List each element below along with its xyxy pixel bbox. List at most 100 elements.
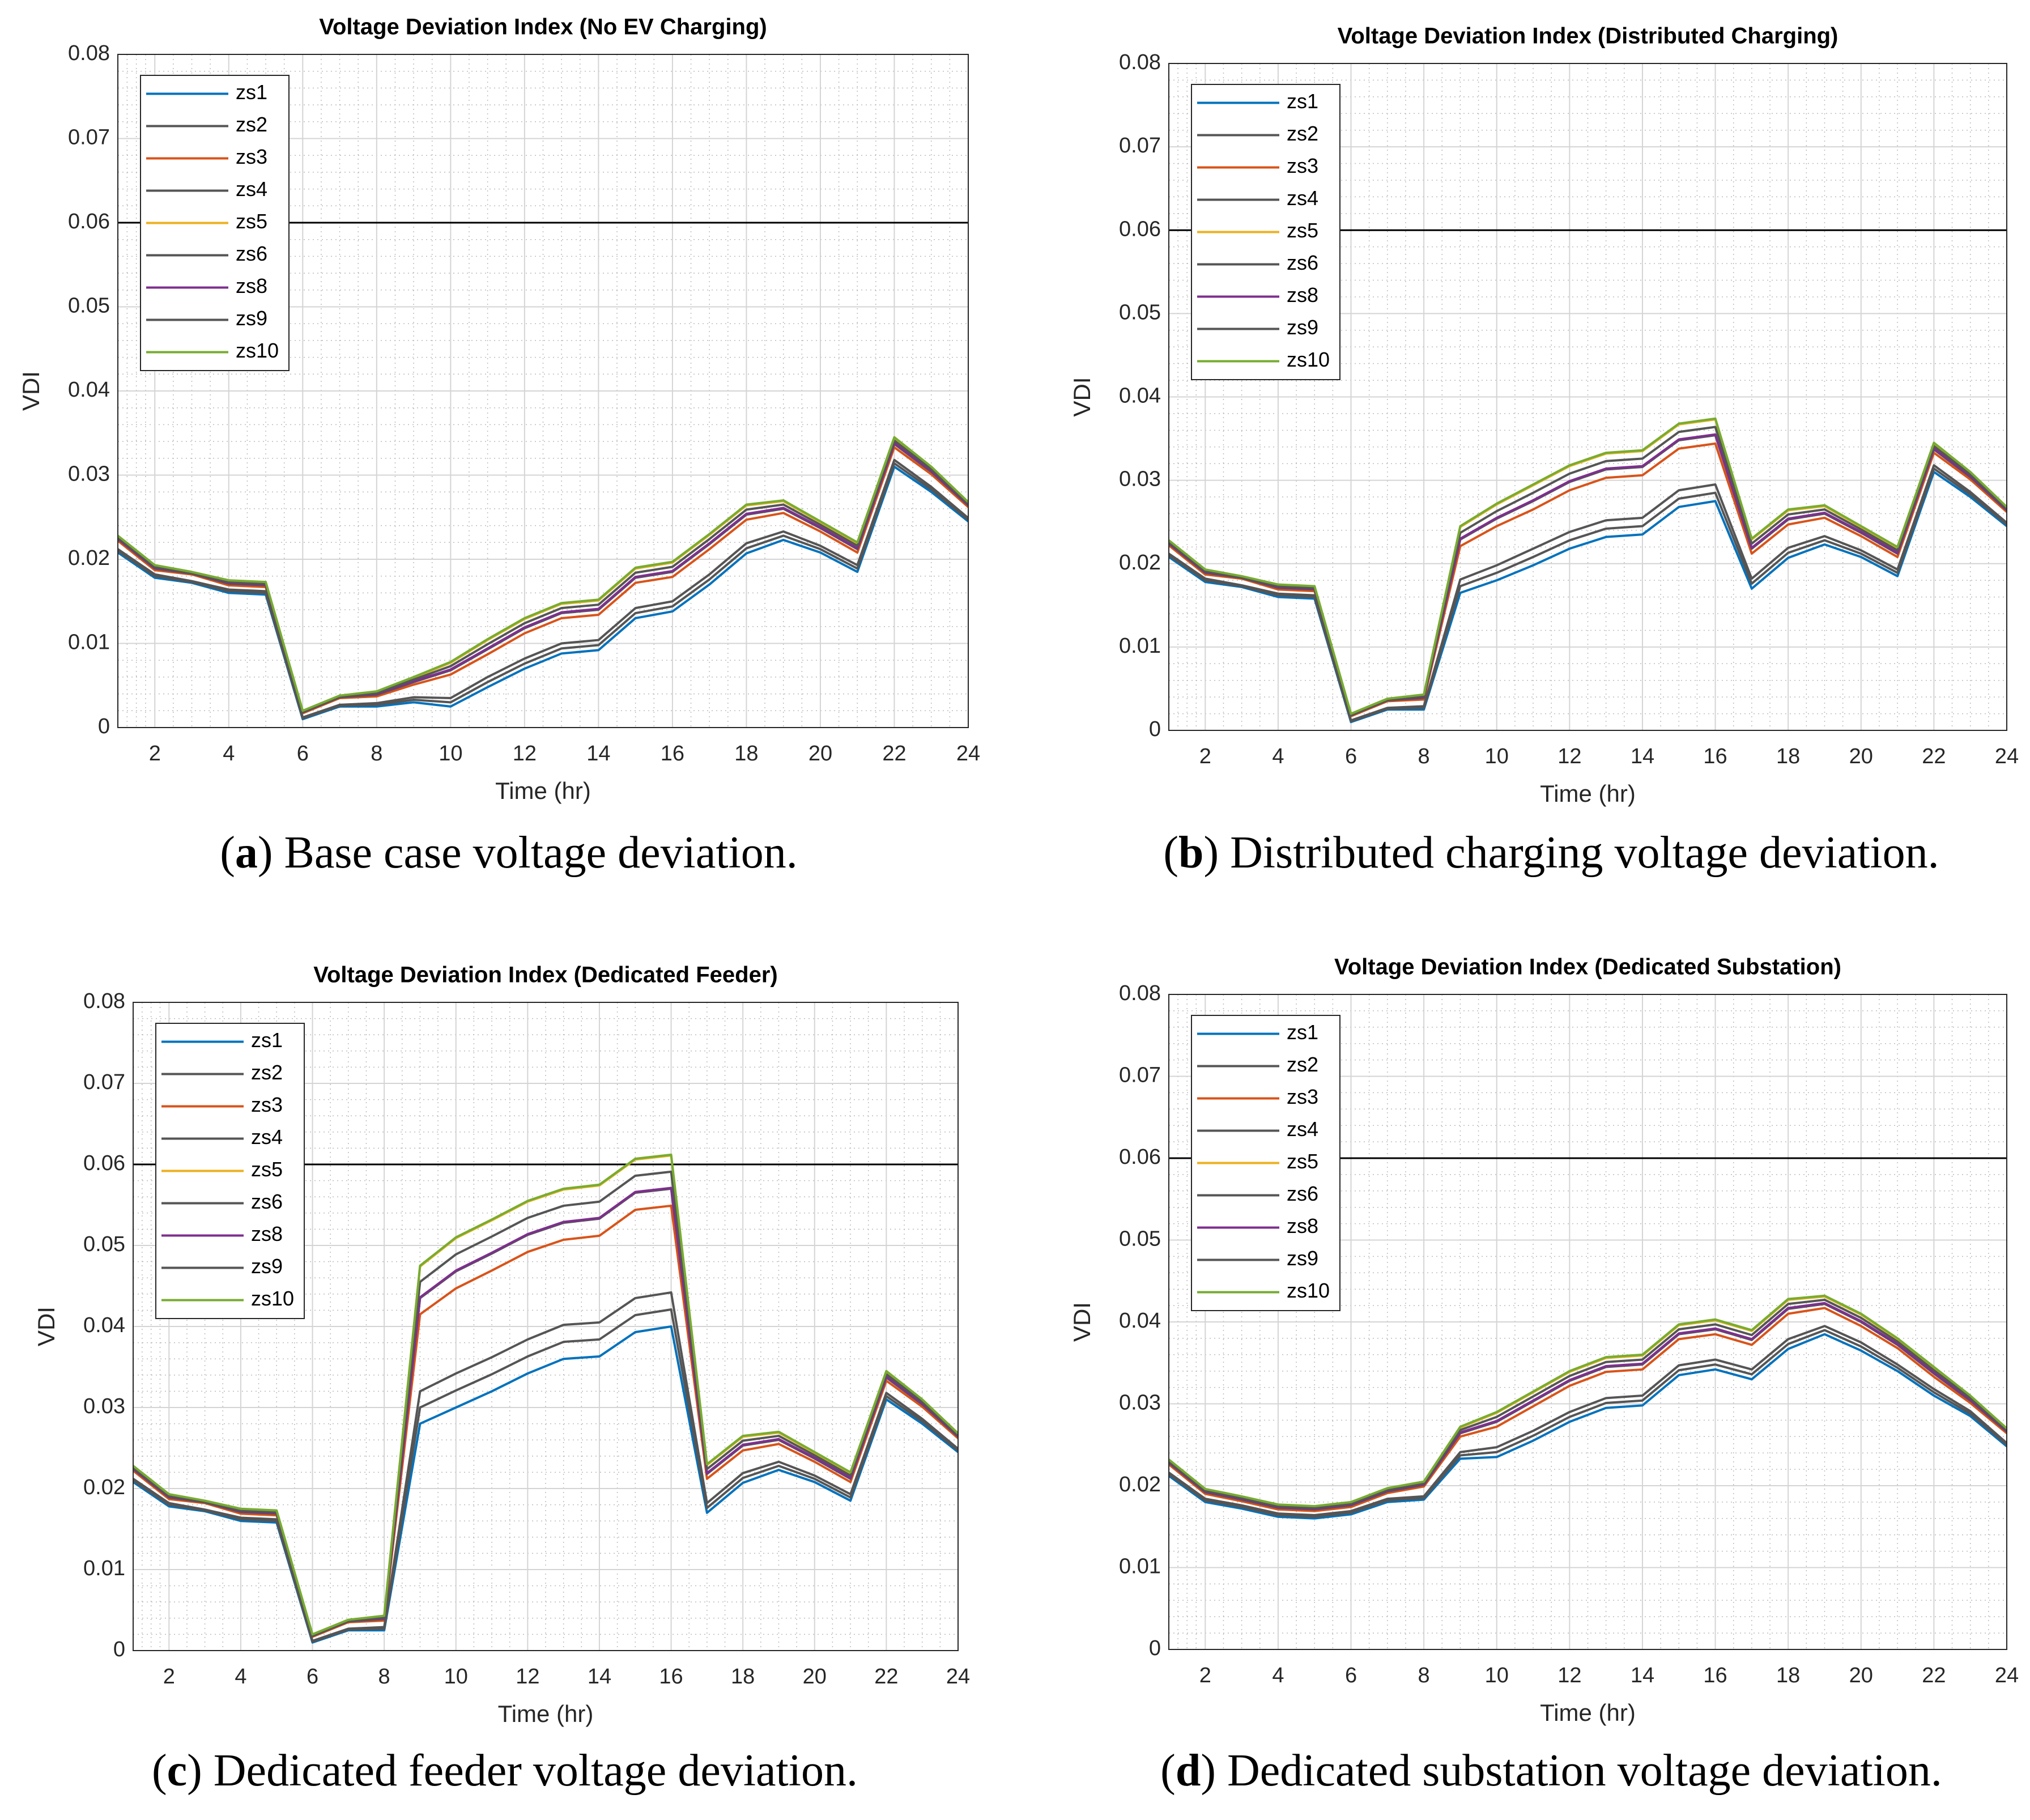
caption-part: c [167, 1746, 188, 1796]
y-tick-label: 0.01 [1119, 1555, 1161, 1579]
series-line [132, 1325, 959, 1644]
series-line [117, 436, 969, 712]
series-line [1168, 1325, 2008, 1517]
x-tick-label: 16 [659, 1665, 683, 1689]
legend-label: zs1 [251, 1028, 283, 1052]
y-tick-label: 0.06 [1119, 217, 1161, 241]
legend-label: zs1 [236, 80, 267, 104]
x-tick-label: 10 [439, 742, 462, 766]
y-tick-label: 0.06 [68, 210, 110, 233]
y-tick-label: 0.02 [1119, 551, 1161, 575]
legend-label: zs9 [1287, 316, 1318, 339]
y-tick-label: 0.04 [1119, 1309, 1161, 1333]
series-line [117, 465, 969, 721]
legend-label: zs4 [1287, 186, 1318, 210]
caption-part: b [1178, 828, 1204, 878]
series-line [132, 1308, 959, 1643]
series-line [1168, 426, 2008, 716]
y-tick-label: 0.01 [68, 631, 110, 654]
x-tick-label: 12 [1557, 745, 1581, 768]
caption-part: ) Distributed charging voltage deviation… [1203, 828, 1939, 878]
y-tick-label: 0.05 [1119, 1227, 1161, 1251]
y-tick-label: 0.02 [68, 546, 110, 570]
caption-part: ) Dedicated substation voltage deviation… [1201, 1746, 1942, 1796]
legend-label: zs4 [236, 177, 267, 201]
legend-label: zs8 [1287, 283, 1318, 307]
x-axis-label: Time (hr) [1540, 1699, 1636, 1726]
x-tick-label: 12 [513, 742, 537, 766]
legend-label: zs2 [251, 1061, 283, 1084]
y-tick-label: 0.04 [68, 378, 110, 402]
legend-label: zs10 [1287, 348, 1330, 371]
y-tick-label: 0.02 [83, 1475, 125, 1499]
legend-label: zs9 [1287, 1247, 1318, 1270]
legend-label: zs9 [236, 307, 267, 330]
series-line [132, 1204, 959, 1638]
x-axis-label: Time (hr) [495, 777, 591, 804]
legend-label: zs8 [236, 274, 267, 297]
y-tick-label: 0 [1149, 717, 1161, 741]
legend-label: zs1 [1287, 1020, 1318, 1044]
chart-title: Voltage Deviation Index (No EV Charging) [319, 15, 767, 40]
x-tick-label: 2 [1199, 745, 1211, 768]
series-line [117, 439, 969, 713]
y-axis-label: VDI [33, 1307, 59, 1346]
chart-panel: 00.010.020.030.040.050.060.070.082 4 6 8 10 1… [1069, 955, 2019, 1796]
x-tick-label: 6 [1345, 1664, 1357, 1687]
legend-label: zs6 [1287, 251, 1318, 274]
x-tick-label: 4 [1272, 1664, 1284, 1687]
x-tick-label: 18 [734, 742, 758, 766]
x-tick-label: 12 [1557, 1664, 1581, 1687]
y-tick-label: 0.07 [1119, 134, 1161, 158]
x-tick-label: 10 [1485, 1664, 1509, 1687]
x-tick-label: 24 [946, 1665, 970, 1689]
legend: zs1 zs2 zs3 zs4 zs5 zs6 zs8 zs9 zs10 [155, 1023, 305, 1319]
caption: (c) Dedicated feeder voltage deviation. [152, 1746, 858, 1796]
series-line [132, 1170, 959, 1636]
caption-part: ( [1163, 828, 1178, 878]
x-tick-label: 8 [1418, 1664, 1430, 1687]
x-tick-label: 4 [235, 1665, 246, 1689]
series-line [132, 1153, 959, 1636]
series-line [1168, 1333, 2008, 1520]
plot-frame [1168, 63, 2007, 731]
legend: zs1 zs2 zs3 zs4 zs5 zs6 zs8 zs9 zs10 [1191, 84, 1340, 380]
legend-label: zs5 [1287, 1150, 1318, 1173]
y-tick-label: 0.03 [1119, 1391, 1161, 1415]
x-axis-label: Time (hr) [498, 1700, 594, 1727]
y-tick-label: 0.04 [83, 1313, 125, 1337]
caption-part: ( [1160, 1746, 1176, 1796]
caption-part: d [1176, 1746, 1201, 1796]
caption: (a) Base case voltage deviation. [220, 828, 798, 878]
legend-label: zs10 [251, 1287, 294, 1310]
legend-label: zs8 [1287, 1214, 1318, 1238]
x-tick-label: 6 [297, 742, 309, 766]
x-tick-label: 6 [1345, 745, 1357, 768]
x-tick-label: 20 [1849, 745, 1873, 768]
chart-title: Voltage Deviation Index (Distributed Cha… [1338, 24, 1839, 49]
y-tick-label: 0.08 [68, 41, 110, 65]
x-tick-label: 22 [882, 742, 906, 766]
x-tick-label: 20 [808, 742, 832, 766]
series-line [1168, 1307, 2008, 1512]
x-tick-label: 14 [586, 742, 610, 766]
legend-label: zs6 [251, 1190, 283, 1213]
legend-label: zs3 [1287, 1085, 1318, 1108]
x-tick-label: 14 [1631, 745, 1654, 768]
series-line [132, 1291, 959, 1642]
legend-label: zs8 [251, 1222, 283, 1245]
x-tick-label: 24 [1995, 1664, 2019, 1687]
chart-title: Voltage Deviation Index (Dedicated Feede… [313, 963, 777, 988]
y-axis-label: VDI [1069, 377, 1095, 416]
y-tick-label: 0.01 [1119, 634, 1161, 658]
series-line [1168, 1329, 2008, 1518]
x-tick-label: 2 [149, 742, 161, 766]
x-tick-label: 4 [1272, 745, 1284, 768]
legend-label: zs10 [236, 339, 279, 362]
x-tick-label: 20 [803, 1665, 827, 1689]
x-tick-label: 22 [1922, 1664, 1946, 1687]
y-tick-label: 0 [1149, 1636, 1161, 1660]
legend-label: zs6 [1287, 1182, 1318, 1205]
x-tick-label: 8 [1418, 745, 1430, 768]
